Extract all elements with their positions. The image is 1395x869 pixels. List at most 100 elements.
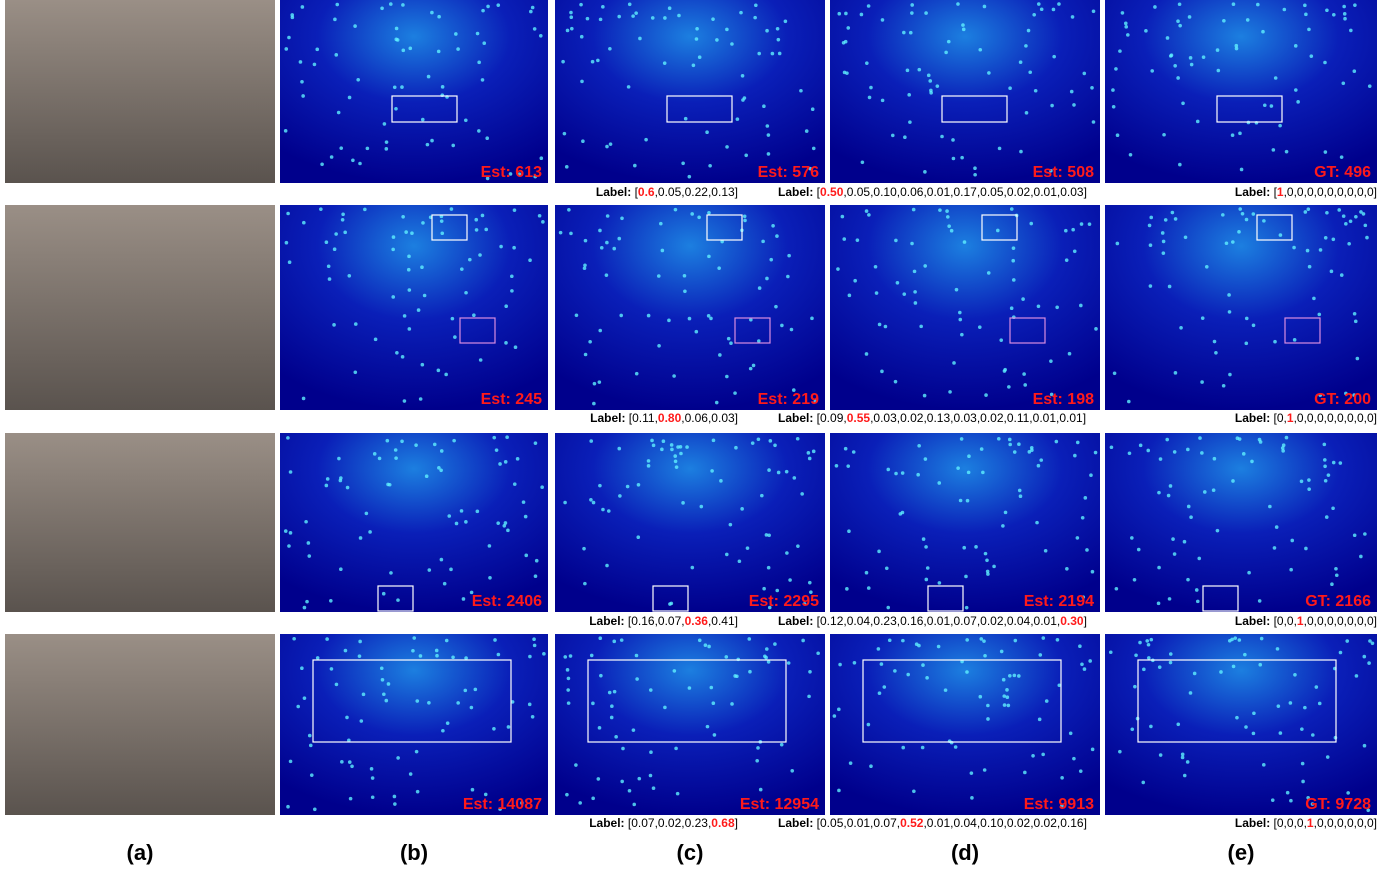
heat-point xyxy=(709,685,714,690)
heat-point xyxy=(1303,210,1308,214)
heat-point xyxy=(570,26,574,31)
heat-point xyxy=(532,643,537,648)
heat-point xyxy=(1030,448,1034,452)
region-box xyxy=(391,95,458,123)
heat-point xyxy=(676,445,680,449)
heat-point xyxy=(1278,123,1282,128)
heat-point xyxy=(300,5,305,9)
heat-point xyxy=(1317,312,1322,317)
heat-point xyxy=(1082,667,1087,671)
heat-point xyxy=(699,504,704,509)
heat-point xyxy=(1088,659,1092,663)
label-part: [ xyxy=(813,185,820,199)
heat-point xyxy=(1367,84,1372,88)
heat-point xyxy=(1181,101,1185,106)
heat-point xyxy=(705,130,709,135)
heat-point xyxy=(283,529,288,533)
heat-point xyxy=(1290,538,1295,543)
heat-point xyxy=(565,668,570,672)
heat-point xyxy=(648,688,653,692)
heat-point xyxy=(1075,536,1080,540)
heat-point xyxy=(937,581,942,585)
heat-point xyxy=(986,717,990,721)
density-map xyxy=(555,0,825,183)
heat-point xyxy=(873,264,878,269)
heat-point xyxy=(748,669,752,674)
heat-point xyxy=(439,449,444,453)
label-part: 0.55 xyxy=(847,411,871,425)
heat-point xyxy=(877,549,881,554)
heat-point xyxy=(1325,211,1329,215)
label-vector: Label: [1,0,0,0,0,0,0,0,0,0] xyxy=(1235,185,1377,199)
label-part: ,0.01,0.04,0.10,0.02,0.02,0.16] xyxy=(923,816,1086,830)
density-map xyxy=(830,433,1100,612)
heat-point xyxy=(579,34,584,39)
heat-point xyxy=(925,676,929,680)
heat-point xyxy=(459,509,464,513)
heat-point xyxy=(392,85,397,90)
heat-point xyxy=(288,759,293,764)
heat-point xyxy=(1352,533,1357,538)
heat-point xyxy=(1036,304,1041,309)
density-map xyxy=(830,205,1100,410)
heat-point xyxy=(1325,755,1330,759)
heat-point xyxy=(1278,731,1283,735)
heat-point xyxy=(697,215,701,220)
heat-point xyxy=(1024,44,1028,48)
heat-point xyxy=(864,209,869,213)
heat-point xyxy=(745,546,750,550)
label-part: 0.6 xyxy=(638,185,655,199)
heat-point xyxy=(919,324,923,329)
heat-point xyxy=(791,388,796,392)
heat-point xyxy=(766,133,771,137)
heat-point xyxy=(1339,155,1344,159)
heat-point xyxy=(1183,235,1188,240)
heat-point xyxy=(792,476,797,480)
heat-point xyxy=(846,26,851,30)
heat-point xyxy=(445,721,450,725)
heat-point xyxy=(946,215,950,219)
heat-point xyxy=(1001,677,1006,682)
heat-point xyxy=(1243,652,1247,657)
heat-point xyxy=(1230,637,1234,642)
label-part: Label: xyxy=(1235,614,1270,628)
count-label: GT: 9728 xyxy=(1305,796,1371,813)
heat-point xyxy=(1194,588,1199,592)
heat-point xyxy=(1352,311,1357,316)
heat-point xyxy=(1051,7,1056,12)
heat-point xyxy=(651,443,656,448)
heat-point xyxy=(1233,636,1238,640)
heat-point xyxy=(494,448,499,452)
heat-point xyxy=(1127,399,1131,404)
heat-point xyxy=(938,208,942,212)
label-part: [0.07,0.02,0.23, xyxy=(625,816,712,830)
label-vector: Label: [0.16,0.07,0.36,0.41] xyxy=(589,614,738,628)
heat-point xyxy=(947,224,951,228)
heat-point xyxy=(1214,350,1218,355)
heat-point xyxy=(533,441,538,445)
heat-point xyxy=(958,310,962,315)
heat-point xyxy=(1211,488,1216,493)
heat-point xyxy=(358,639,362,644)
heat-point xyxy=(356,77,361,82)
heat-point xyxy=(325,477,330,481)
heat-point xyxy=(1307,478,1311,482)
heat-point xyxy=(421,221,425,225)
heat-point xyxy=(1167,597,1172,601)
heat-point xyxy=(1037,717,1042,722)
heat-point xyxy=(1011,278,1016,282)
heat-point xyxy=(730,702,734,706)
heat-point xyxy=(1003,510,1008,515)
heat-point xyxy=(634,653,639,658)
heat-point xyxy=(962,240,967,244)
heat-point xyxy=(578,801,582,805)
heat-point xyxy=(1341,214,1346,218)
heat-point xyxy=(1354,214,1358,219)
heat-point xyxy=(599,245,604,250)
heat-point xyxy=(533,574,538,579)
heat-point xyxy=(1341,81,1346,86)
heat-point xyxy=(415,699,420,703)
heat-point xyxy=(288,470,293,474)
heat-point xyxy=(504,304,508,309)
region-box xyxy=(706,214,743,241)
